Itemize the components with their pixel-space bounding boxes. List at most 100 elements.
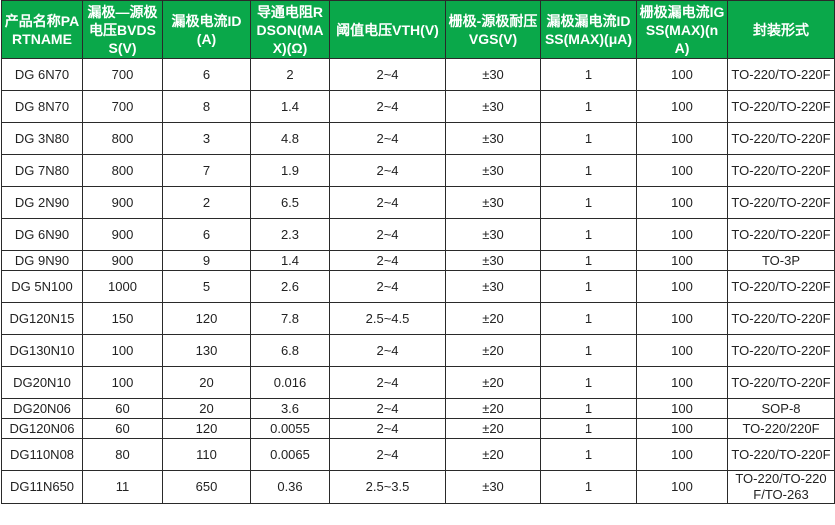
table-cell: 100	[636, 366, 728, 399]
table-cell: 100	[636, 418, 728, 439]
table-cell: 0.36	[250, 470, 330, 504]
table-cell: 2~4	[329, 366, 446, 399]
table-cell: 1	[540, 334, 637, 367]
table-cell: 2~4	[329, 218, 446, 251]
table-cell: 100	[636, 250, 728, 271]
table-cell: 5	[162, 270, 251, 303]
table-cell: 1	[540, 366, 637, 399]
table-cell: DG 2N90	[1, 186, 83, 219]
table-row: DG 6N70 700 6 2 2~4 ±30 1 100 TO-220/TO-220F	[1, 58, 835, 91]
table-cell: 1	[540, 250, 637, 271]
table-cell: 110	[162, 438, 251, 471]
table-cell: SOP-8	[727, 398, 835, 419]
table-cell: 100	[636, 438, 728, 471]
table-cell: ±30	[445, 154, 541, 187]
table-row: DG 8N70 700 8 1.4 2~4 ±30 1 100 TO-220/TO-220F	[1, 90, 835, 123]
table-cell: 1	[540, 270, 637, 303]
table-cell: 2	[162, 186, 251, 219]
table-cell: 800	[82, 122, 163, 155]
table-cell: 900	[82, 186, 163, 219]
table-cell: TO-220/TO-220F/TO-263	[727, 470, 835, 504]
table-cell: DG 6N90	[1, 218, 83, 251]
table-cell: 0.0055	[250, 418, 330, 439]
header-row: 产品名称PARTNAME 漏极—源极电压BVDSS(V) 漏极电流ID(A) 导通电阻…	[1, 0, 835, 59]
table-cell: TO-220/220F	[727, 418, 835, 439]
table-cell: 2~4	[329, 334, 446, 367]
table-cell: 1.9	[250, 154, 330, 187]
table-row: DG 7N80 800 7 1.9 2~4 ±30 1 100 TO-220/TO-220F	[1, 154, 835, 187]
table-cell: ±30	[445, 58, 541, 91]
table-cell: 1	[540, 218, 637, 251]
table-cell: 100	[82, 334, 163, 367]
table-cell: 2~4	[329, 270, 446, 303]
table-cell: ±30	[445, 122, 541, 155]
table-cell: 7	[162, 154, 251, 187]
table-row: DG20N10 100 20 0.016 2~4 ±20 1 100 TO-220/TO-220…	[1, 366, 835, 399]
table-cell: TO-220/TO-220F	[727, 90, 835, 123]
table-cell: 1	[540, 398, 637, 419]
table-cell: 1	[540, 186, 637, 219]
table-cell: ±30	[445, 470, 541, 504]
table-cell: 100	[636, 334, 728, 367]
table-cell: TO-3P	[727, 250, 835, 271]
table-cell: 100	[636, 218, 728, 251]
table-cell: 100	[636, 270, 728, 303]
table-cell: DG20N10	[1, 366, 83, 399]
table-row: DG110N08 80 110 0.0065 2~4 ±20 1 100 TO-220/TO-2…	[1, 438, 835, 471]
table-cell: TO-220/TO-220F	[727, 438, 835, 471]
table-cell: 100	[636, 186, 728, 219]
table-cell: DG 7N80	[1, 154, 83, 187]
table-cell: 6.8	[250, 334, 330, 367]
table-row: DG11N650 11 650 0.36 2.5~3.5 ±30 1 100 TO-220/TO…	[1, 470, 835, 504]
table-cell: ±20	[445, 366, 541, 399]
column-header: 栅极-源极耐压VGS(V)	[445, 0, 541, 59]
table-row: DG 3N80 800 3 4.8 2~4 ±30 1 100 TO-220/TO-220F	[1, 122, 835, 155]
table-cell: 100	[82, 366, 163, 399]
table-cell: 2.5~3.5	[329, 470, 446, 504]
table-cell: 100	[636, 90, 728, 123]
table-cell: TO-220/TO-220F	[727, 366, 835, 399]
table-cell: 9	[162, 250, 251, 271]
table-cell: 60	[82, 398, 163, 419]
table-row: DG120N15 150 120 7.8 2.5~4.5 ±20 1 100 TO-220/TO…	[1, 302, 835, 335]
column-header: 封装形式	[727, 0, 835, 59]
table-cell: 3	[162, 122, 251, 155]
column-header: 漏极电流ID(A)	[162, 0, 251, 59]
table-cell: DG 3N80	[1, 122, 83, 155]
table-cell: 20	[162, 398, 251, 419]
table-cell: ±20	[445, 334, 541, 367]
table-cell: 1	[540, 302, 637, 335]
table-cell: 900	[82, 250, 163, 271]
table-cell: 60	[82, 418, 163, 439]
table-cell: ±30	[445, 90, 541, 123]
table-cell: 700	[82, 58, 163, 91]
table-cell: 650	[162, 470, 251, 504]
table-cell: 1	[540, 470, 637, 504]
mosfet-spec-table: 产品名称PARTNAME 漏极—源极电压BVDSS(V) 漏极电流ID(A) 导通电阻…	[1, 0, 835, 504]
table-cell: 20	[162, 366, 251, 399]
column-header: 产品名称PARTNAME	[1, 0, 83, 59]
table-cell: 2.6	[250, 270, 330, 303]
column-header: 漏极—源极电压BVDSS(V)	[82, 0, 163, 59]
table-cell: TO-220/TO-220F	[727, 302, 835, 335]
table-cell: ±20	[445, 418, 541, 439]
table-cell: TO-220/TO-220F	[727, 334, 835, 367]
table-cell: 0.0065	[250, 438, 330, 471]
column-header: 漏极漏电流IDSS(MAX)(μA)	[540, 0, 637, 59]
table-cell: 1	[540, 418, 637, 439]
table-row: DG120N06 60 120 0.0055 2~4 ±20 1 100 TO-220/220F	[1, 418, 835, 439]
table-cell: DG20N06	[1, 398, 83, 419]
table-cell: 11	[82, 470, 163, 504]
table-cell: 130	[162, 334, 251, 367]
table-cell: 2~4	[329, 398, 446, 419]
table-cell: 800	[82, 154, 163, 187]
table-row: DG 9N90 900 9 1.4 2~4 ±30 1 100 TO-3P	[1, 250, 835, 271]
table-cell: 150	[82, 302, 163, 335]
table-cell: 2~4	[329, 418, 446, 439]
table-cell: DG120N06	[1, 418, 83, 439]
table-cell: DG130N10	[1, 334, 83, 367]
column-header: 栅极漏电流IGSS(MAX)(nA)	[636, 0, 728, 59]
table-cell: 100	[636, 154, 728, 187]
table-cell: 6	[162, 218, 251, 251]
table-cell: 1	[540, 58, 637, 91]
